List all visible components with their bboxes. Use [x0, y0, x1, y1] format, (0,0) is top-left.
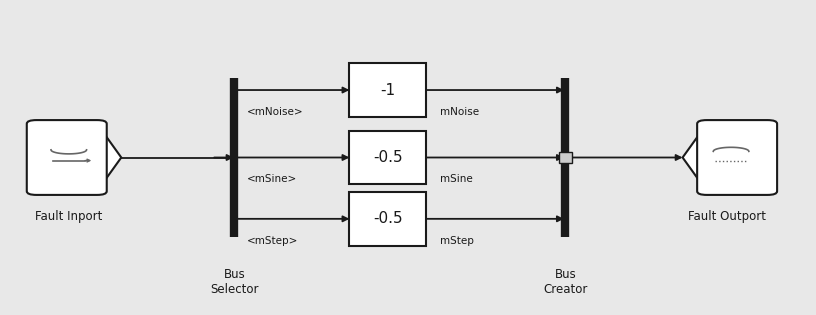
FancyBboxPatch shape [559, 152, 572, 163]
Text: -1: -1 [380, 83, 396, 98]
FancyBboxPatch shape [349, 63, 426, 117]
FancyBboxPatch shape [697, 120, 777, 195]
Text: Fault Inport: Fault Inport [35, 210, 103, 223]
Polygon shape [37, 124, 122, 191]
Text: <mSine>: <mSine> [246, 175, 297, 184]
FancyBboxPatch shape [27, 120, 107, 195]
Text: <mStep>: <mStep> [246, 236, 298, 246]
Text: mNoise: mNoise [441, 107, 480, 117]
Text: Fault Outport: Fault Outport [688, 210, 766, 223]
Text: -0.5: -0.5 [373, 150, 402, 165]
FancyBboxPatch shape [349, 192, 426, 246]
Text: <mNoise>: <mNoise> [246, 107, 303, 117]
Text: -0.5: -0.5 [373, 211, 402, 226]
Text: mSine: mSine [441, 175, 473, 184]
Text: mStep: mStep [441, 236, 474, 246]
Text: Bus
Creator: Bus Creator [543, 268, 588, 296]
Text: Bus
Selector: Bus Selector [210, 268, 259, 296]
Polygon shape [683, 124, 767, 191]
FancyBboxPatch shape [349, 131, 426, 184]
